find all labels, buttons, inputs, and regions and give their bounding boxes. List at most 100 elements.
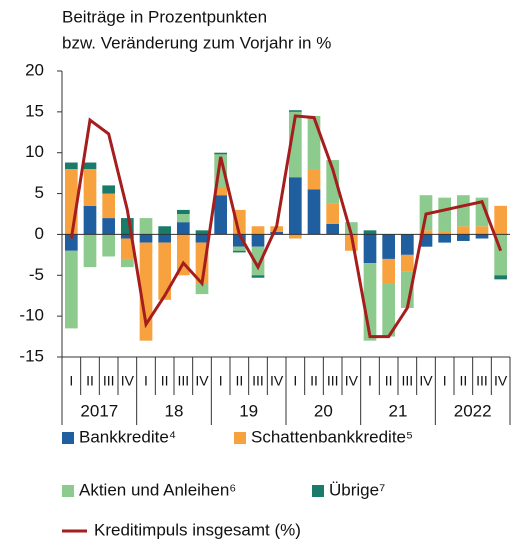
bar bbox=[307, 115, 321, 170]
year-label: 2017 bbox=[80, 401, 118, 420]
bar bbox=[288, 110, 302, 112]
bar bbox=[363, 234, 377, 264]
x-tick-label: II bbox=[459, 373, 467, 389]
y-tick-label: 0 bbox=[35, 224, 44, 243]
bar bbox=[176, 222, 190, 235]
legend-swatch bbox=[62, 432, 74, 444]
bar bbox=[214, 187, 228, 196]
bar bbox=[232, 250, 246, 253]
x-tick-label: I bbox=[69, 373, 73, 389]
bar bbox=[64, 162, 78, 170]
bar bbox=[363, 230, 377, 235]
bar bbox=[102, 193, 116, 219]
x-tick-label: I bbox=[219, 373, 223, 389]
bar bbox=[64, 234, 78, 251]
bar bbox=[139, 234, 153, 243]
bar bbox=[83, 169, 97, 206]
bar bbox=[120, 238, 134, 259]
bar bbox=[195, 283, 209, 295]
y-tick-label: -5 bbox=[29, 265, 44, 284]
bar bbox=[438, 197, 452, 232]
bar bbox=[102, 185, 116, 194]
bar bbox=[494, 275, 508, 280]
y-tick-label: 5 bbox=[35, 183, 44, 202]
x-tick-label: III bbox=[177, 373, 189, 389]
legend-label: Bankkredite⁴ bbox=[79, 427, 176, 446]
bar bbox=[158, 234, 172, 243]
y-tick-label: -10 bbox=[19, 306, 44, 325]
bar bbox=[214, 195, 228, 235]
bar bbox=[176, 214, 190, 223]
bar bbox=[288, 177, 302, 235]
x-tick-label: IV bbox=[494, 373, 508, 389]
title-line: bzw. Veränderung zum Vorjahr in % bbox=[62, 33, 331, 52]
y-tick-label: 15 bbox=[25, 101, 44, 120]
bar bbox=[475, 226, 489, 235]
year-label: 18 bbox=[165, 401, 184, 420]
bar bbox=[419, 230, 433, 235]
bar bbox=[102, 218, 116, 235]
bar bbox=[120, 258, 134, 268]
bar bbox=[251, 246, 265, 276]
legend-label: Schattenbankkredite⁵ bbox=[251, 427, 413, 446]
x-tick-label: IV bbox=[270, 373, 284, 389]
bar bbox=[438, 234, 452, 243]
y-tick-label: 20 bbox=[25, 60, 44, 79]
bar bbox=[83, 234, 97, 268]
legend-swatch bbox=[62, 485, 74, 497]
bar bbox=[326, 223, 340, 235]
bar bbox=[83, 162, 97, 170]
bar bbox=[214, 152, 228, 155]
bar bbox=[382, 234, 396, 259]
bar bbox=[326, 203, 340, 224]
x-tick-label: IV bbox=[195, 373, 209, 389]
x-tick-label: III bbox=[327, 373, 339, 389]
legend-label: Kreditimpuls insgesamt (%) bbox=[94, 520, 301, 539]
bar bbox=[456, 226, 470, 235]
bar bbox=[382, 283, 396, 337]
bar bbox=[158, 242, 172, 300]
bar bbox=[270, 231, 284, 235]
x-tick-label: III bbox=[476, 373, 488, 389]
bar bbox=[307, 169, 321, 190]
bar bbox=[382, 258, 396, 284]
x-tick-label: II bbox=[385, 373, 393, 389]
year-label: 19 bbox=[239, 401, 258, 420]
legend-swatch bbox=[234, 432, 246, 444]
year-label: 2022 bbox=[454, 401, 492, 420]
bar bbox=[288, 234, 302, 239]
bar bbox=[251, 226, 265, 235]
bar bbox=[176, 209, 190, 214]
x-tick-label: I bbox=[368, 373, 372, 389]
y-tick-label: 10 bbox=[25, 142, 44, 161]
bar bbox=[232, 246, 246, 251]
x-tick-label: IV bbox=[121, 373, 135, 389]
bar bbox=[456, 234, 470, 241]
bar bbox=[326, 160, 340, 204]
bar bbox=[456, 195, 470, 227]
bar bbox=[120, 234, 134, 239]
year-label: 21 bbox=[389, 401, 408, 420]
bar bbox=[475, 234, 489, 239]
bar bbox=[139, 242, 153, 341]
x-tick-label: IV bbox=[419, 373, 433, 389]
x-tick-label: I bbox=[443, 373, 447, 389]
x-tick-label: II bbox=[161, 373, 169, 389]
x-tick-label: III bbox=[103, 373, 115, 389]
bar bbox=[195, 234, 209, 243]
legend-label: Aktien und Anleihen⁶ bbox=[79, 480, 236, 499]
legend-label: Übrige⁷ bbox=[329, 480, 385, 499]
x-tick-label: III bbox=[401, 373, 413, 389]
bar bbox=[195, 230, 209, 235]
bar bbox=[251, 275, 265, 278]
x-tick-label: I bbox=[293, 373, 297, 389]
x-tick-label: I bbox=[144, 373, 148, 389]
legend-swatch bbox=[312, 485, 324, 497]
bar bbox=[102, 234, 116, 257]
y-tick-label: -15 bbox=[19, 346, 44, 365]
x-tick-label: II bbox=[310, 373, 318, 389]
year-label: 20 bbox=[314, 401, 333, 420]
bar bbox=[83, 205, 97, 235]
bar bbox=[64, 250, 78, 329]
